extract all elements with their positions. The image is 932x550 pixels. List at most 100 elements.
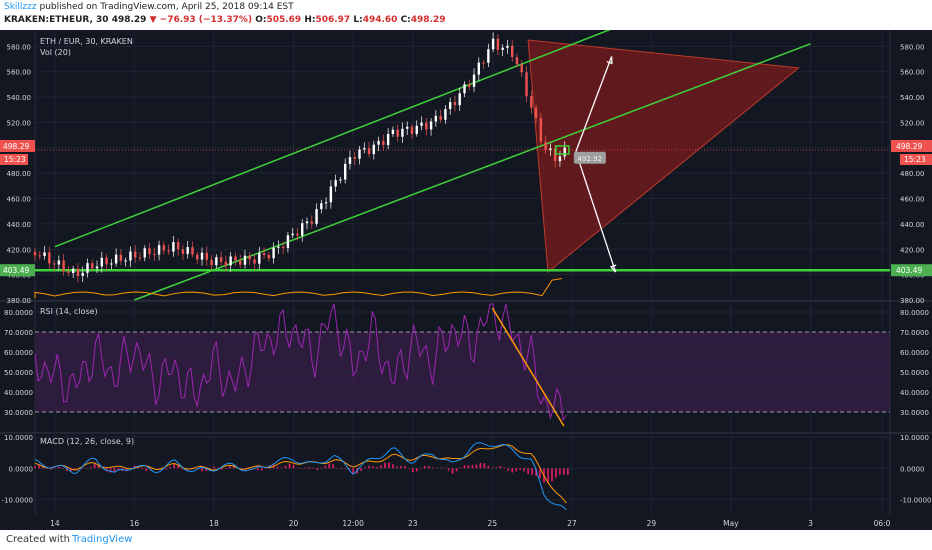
low-value: 494.60: [362, 15, 398, 25]
macd-histogram-bar: [85, 468, 88, 469]
price-tick-left: 560.00: [7, 69, 32, 77]
macd-histogram-bar: [50, 468, 52, 470]
tradingview-logo[interactable]: TradingView: [72, 534, 133, 545]
candle-body: [224, 261, 228, 266]
candle-body: [429, 121, 433, 130]
candle-body: [95, 266, 99, 269]
candle-body: [377, 140, 380, 145]
macd-histogram-bar: [400, 466, 402, 469]
x-tick-label: 25: [488, 519, 498, 528]
price-tick-left: 540.00: [7, 94, 32, 102]
macd-histogram-bar: [495, 467, 498, 469]
candle-body: [382, 140, 385, 145]
macd-histogram-bar: [487, 465, 490, 469]
candle-body: [124, 260, 127, 262]
rsi-title: RSI (14, close): [40, 307, 98, 316]
macd-histogram-bar: [352, 468, 354, 474]
candle-body: [196, 254, 199, 260]
candle-body: [52, 263, 56, 265]
candle-body: [558, 156, 562, 162]
candle-body: [468, 84, 471, 87]
up-arrow: [575, 56, 613, 152]
candle-body: [434, 115, 438, 122]
rsi-tick-left: 40.0000: [4, 389, 33, 397]
macd-histogram-bar: [523, 468, 525, 472]
macd-histogram-bar: [388, 462, 390, 469]
macd-title: MACD (12, 26, close, 9): [40, 437, 134, 446]
last-price-badge-right: 498.29: [896, 142, 922, 151]
macd-histogram-bar: [547, 468, 549, 484]
candle-body: [348, 157, 352, 164]
macd-histogram-bar: [443, 467, 446, 469]
macd-histogram-bar: [66, 468, 68, 472]
macd-histogram-bar: [372, 466, 374, 469]
price-change: −76.93 (−13.37%): [159, 15, 253, 25]
macd-histogram-bar: [304, 467, 307, 469]
macd-histogram-bar: [336, 468, 339, 469]
candle-body: [291, 233, 294, 236]
candle-body: [525, 72, 528, 97]
high-value: 506.97: [315, 15, 351, 25]
macd-histogram-bar: [276, 466, 279, 469]
candle-body: [301, 223, 304, 236]
macd-histogram-bar: [113, 468, 116, 473]
macd-histogram-bar: [555, 468, 557, 478]
macd-histogram-bar: [316, 468, 319, 471]
macd-histogram-bar: [427, 466, 430, 469]
author-link[interactable]: Skillzzz: [4, 2, 37, 12]
candle-body: [530, 96, 533, 108]
open-value: 505.69: [266, 15, 302, 25]
rsi-tick-left: 60.0000: [4, 349, 33, 357]
candle-body: [482, 62, 485, 64]
candle-body: [491, 38, 495, 50]
macd-histogram-bar: [511, 468, 514, 473]
candle-body: [439, 115, 442, 120]
channel-lower-line: [134, 43, 811, 301]
candle-body: [358, 149, 361, 159]
macd-histogram-bar: [46, 468, 48, 469]
macd-histogram-bar: [483, 463, 486, 469]
target-label-box: [573, 151, 606, 164]
candle-body: [33, 251, 37, 256]
candle-body: [386, 133, 390, 145]
macd-histogram-bar: [97, 464, 100, 469]
macd-histogram-bar: [551, 468, 553, 482]
candle-body: [420, 122, 423, 126]
macd-histogram-bar: [527, 468, 529, 475]
x-tick-label: May: [723, 519, 739, 528]
candle-body: [463, 84, 466, 94]
macd-histogram-bar: [89, 467, 92, 469]
candle-body: [267, 254, 271, 259]
macd-histogram-bar: [451, 468, 454, 474]
candle-body: [401, 128, 404, 137]
macd-histogram-bar: [447, 468, 450, 471]
candle-body: [105, 257, 108, 265]
macd-histogram-bar: [117, 468, 120, 471]
macd-histogram-bar: [419, 468, 422, 469]
x-tick-label: 3: [808, 519, 813, 528]
candle-body: [410, 126, 414, 134]
signal-line: [34, 444, 567, 504]
candle-body: [210, 259, 213, 266]
publish-info: published on TradingView.com, April 25, …: [39, 2, 294, 12]
publish-line: Skillzzz published on TradingView.com, A…: [4, 2, 294, 12]
close-label: C:: [400, 15, 411, 25]
rsi-tick-right: 50.0000: [900, 369, 929, 377]
macd-histogram-bar: [181, 468, 183, 470]
macd-histogram-bar: [248, 468, 251, 469]
macd-histogram-bar: [256, 468, 259, 471]
down-arrow: [575, 151, 617, 273]
symbol-label: KRAKEN:ETHEUR, 30: [4, 15, 109, 25]
macd-histogram-bar: [459, 467, 462, 469]
time-badge-box: [900, 153, 932, 165]
up-arrow-head: [606, 56, 613, 65]
rsi-line: [34, 303, 567, 422]
candle-body: [148, 248, 151, 254]
macd-histogram-bar: [225, 468, 227, 469]
chart-canvas[interactable]: 14 16 18 20 12:00 23 25 27 29 May 3 06:0 580.00 580.0…: [0, 30, 932, 530]
candle-body: [253, 259, 256, 264]
candle-body: [167, 250, 170, 252]
macd-tick-right: 10.0000: [900, 434, 929, 442]
candle-body: [48, 252, 51, 264]
macd-histogram-bar: [201, 468, 203, 472]
